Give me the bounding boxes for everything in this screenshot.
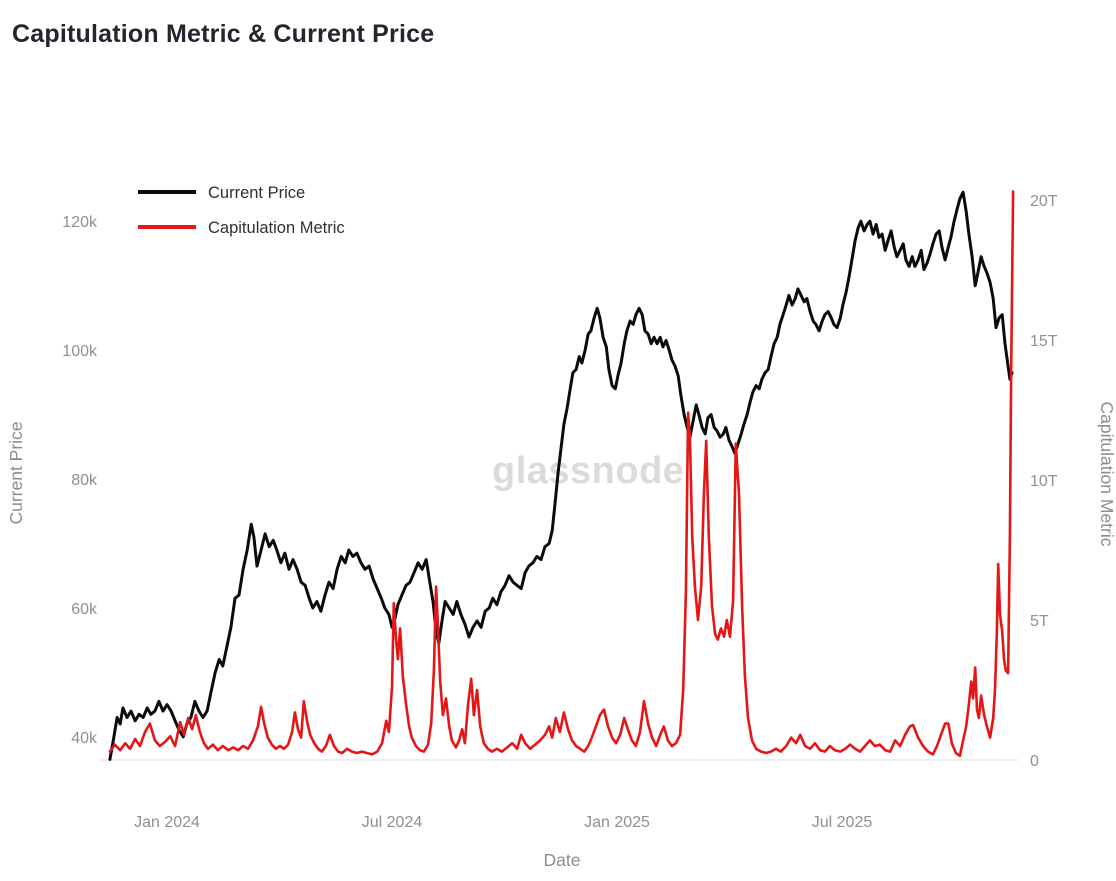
y-right-axis-title: Capitulation Metric [1097,402,1116,547]
current-price-line [108,190,1014,761]
legend-item-current-price[interactable]: Current Price [138,184,305,202]
glassnode-watermark: glassnode [492,450,685,492]
y-left-tick-label: 120k [62,214,98,231]
legend-label-capitulation-metric: Capitulation Metric [208,219,345,237]
y-right-tick-label: 20T [1030,193,1058,210]
y-left-tick-label: 100k [62,343,98,360]
y-right-tick-label: 15T [1030,333,1058,350]
x-axis-title: Date [544,850,581,870]
y-left-tick-label: 60k [71,601,98,618]
y-right-tick-label: 10T [1030,473,1058,490]
y-left-axis-title: Current Price [6,421,26,524]
y-right-tick-label: 0 [1030,753,1039,770]
x-axis-tick-label: Jul 2024 [362,814,423,831]
x-axis-tick-label: Jan 2024 [134,814,200,831]
legend-label-current-price: Current Price [208,184,305,202]
y-left-tick-label: 80k [71,472,98,489]
y-left-tick-label: 40k [71,730,98,747]
chart-title: Capitulation Metric & Current Price [12,20,435,48]
legend-item-capitulation-metric[interactable]: Capitulation Metric [138,219,345,237]
capitulation-metric-line [108,190,1015,758]
y-right-tick-label: 5T [1030,613,1049,630]
x-axis-tick-label: Jan 2025 [584,814,650,831]
x-axis-tick-label: Jul 2025 [812,814,873,831]
